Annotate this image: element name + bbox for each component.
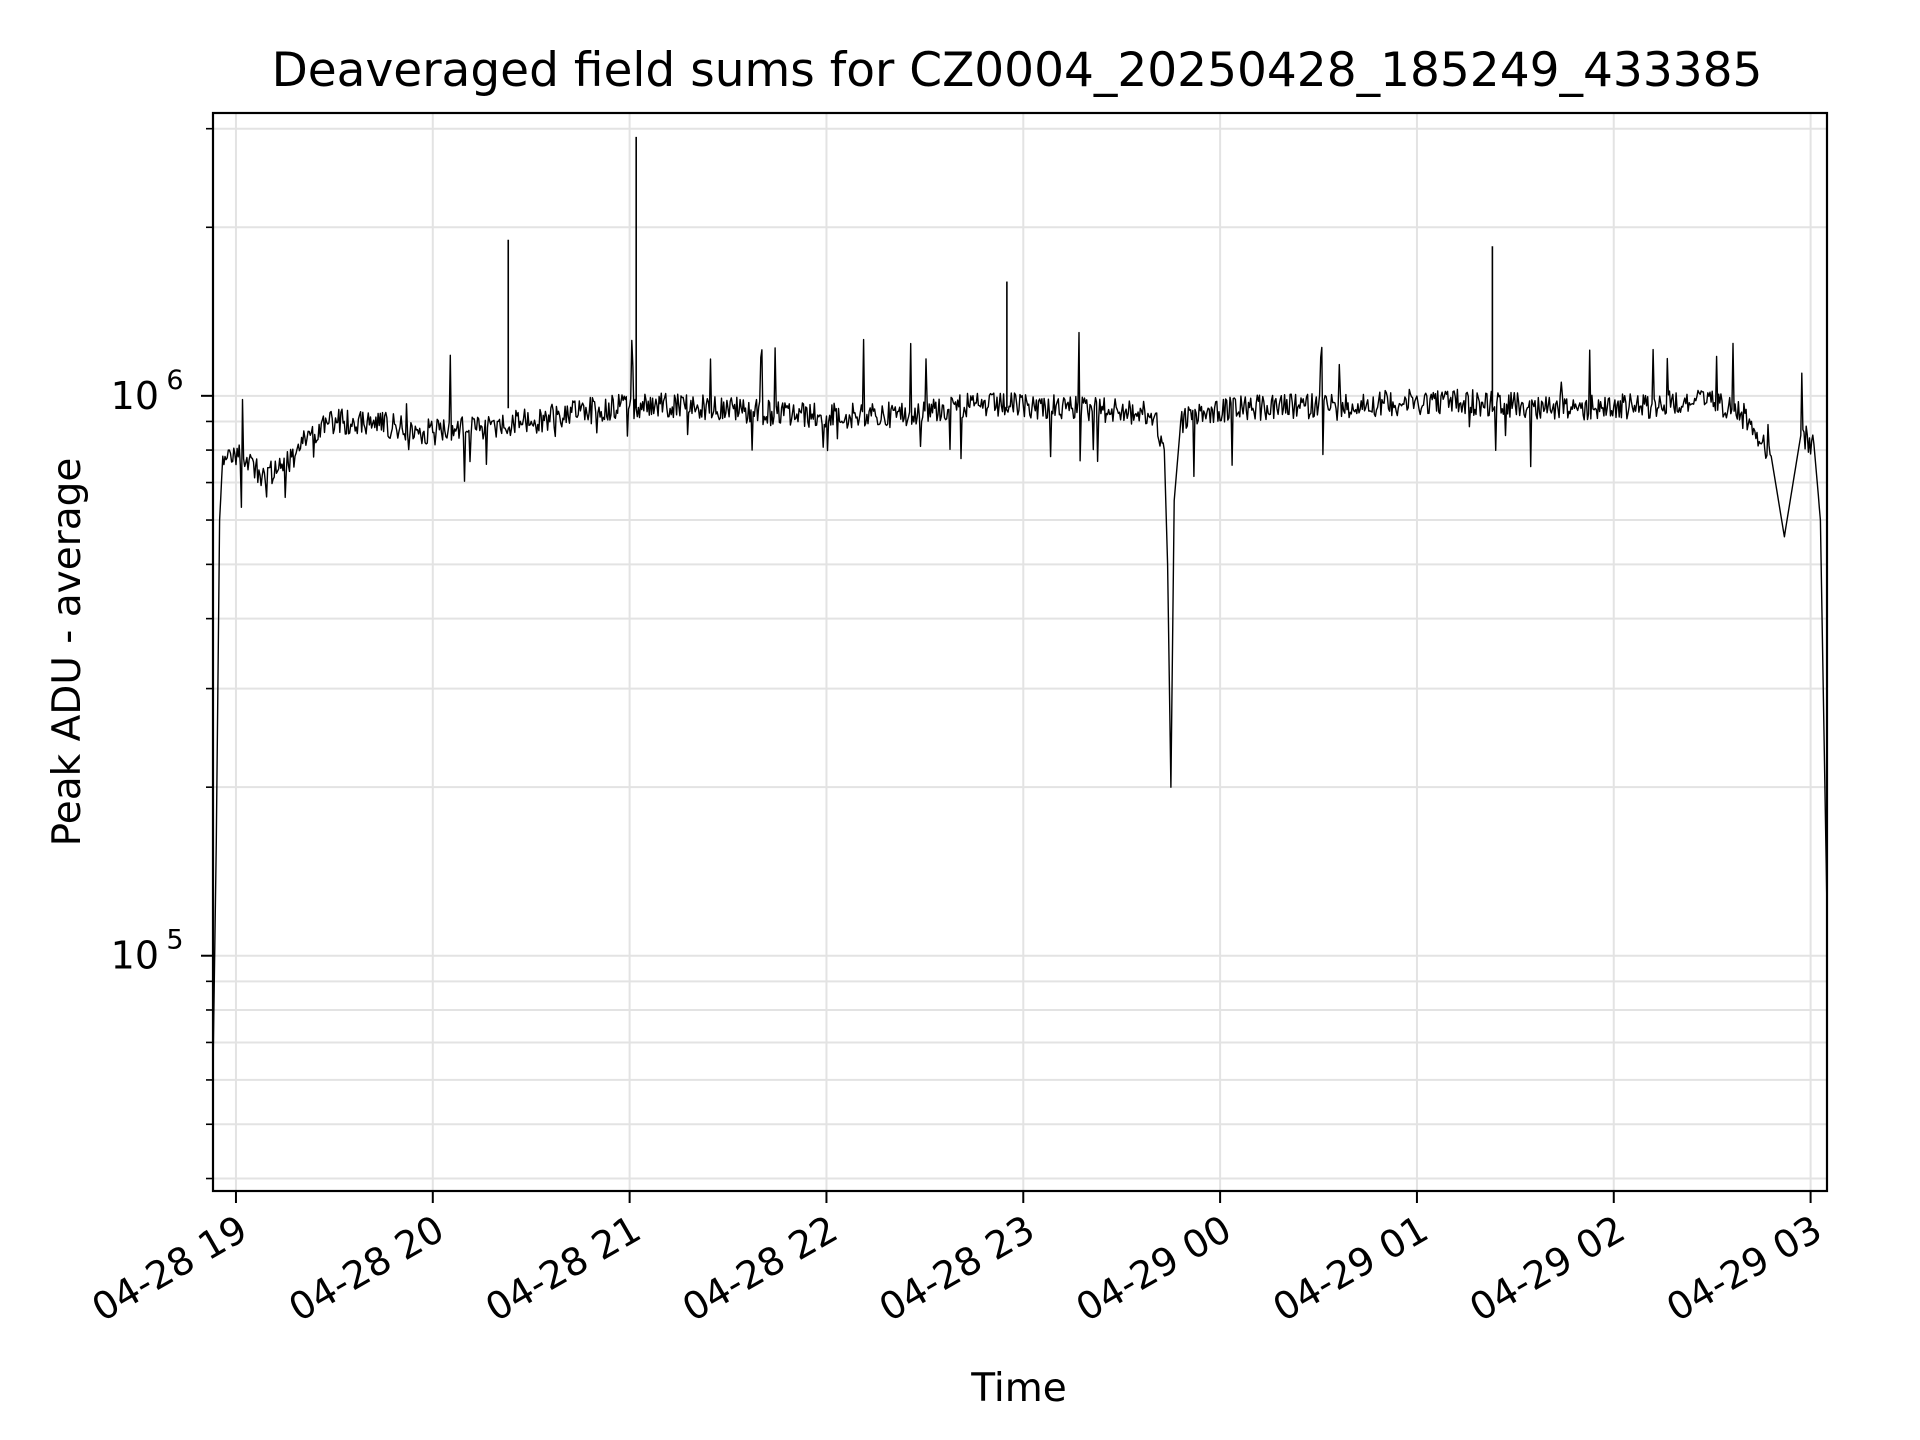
chart-title: Deaveraged field sums for CZ0004_2025042…: [272, 43, 1763, 98]
y-tick-label: 10: [111, 374, 159, 418]
y-tick-base: 10: [111, 374, 159, 418]
y-tick-exponent: 6: [166, 365, 183, 396]
x-axis-label: Time: [970, 1366, 1066, 1411]
series-line: [212, 331, 1828, 1073]
y-tick-exponent: 5: [166, 925, 183, 956]
plot-frame: [211, 111, 1829, 1193]
y-axis-label: Peak ADU - average: [45, 458, 90, 847]
y-tick-base: 10: [111, 934, 159, 978]
y-tick-label: 10: [111, 934, 159, 978]
